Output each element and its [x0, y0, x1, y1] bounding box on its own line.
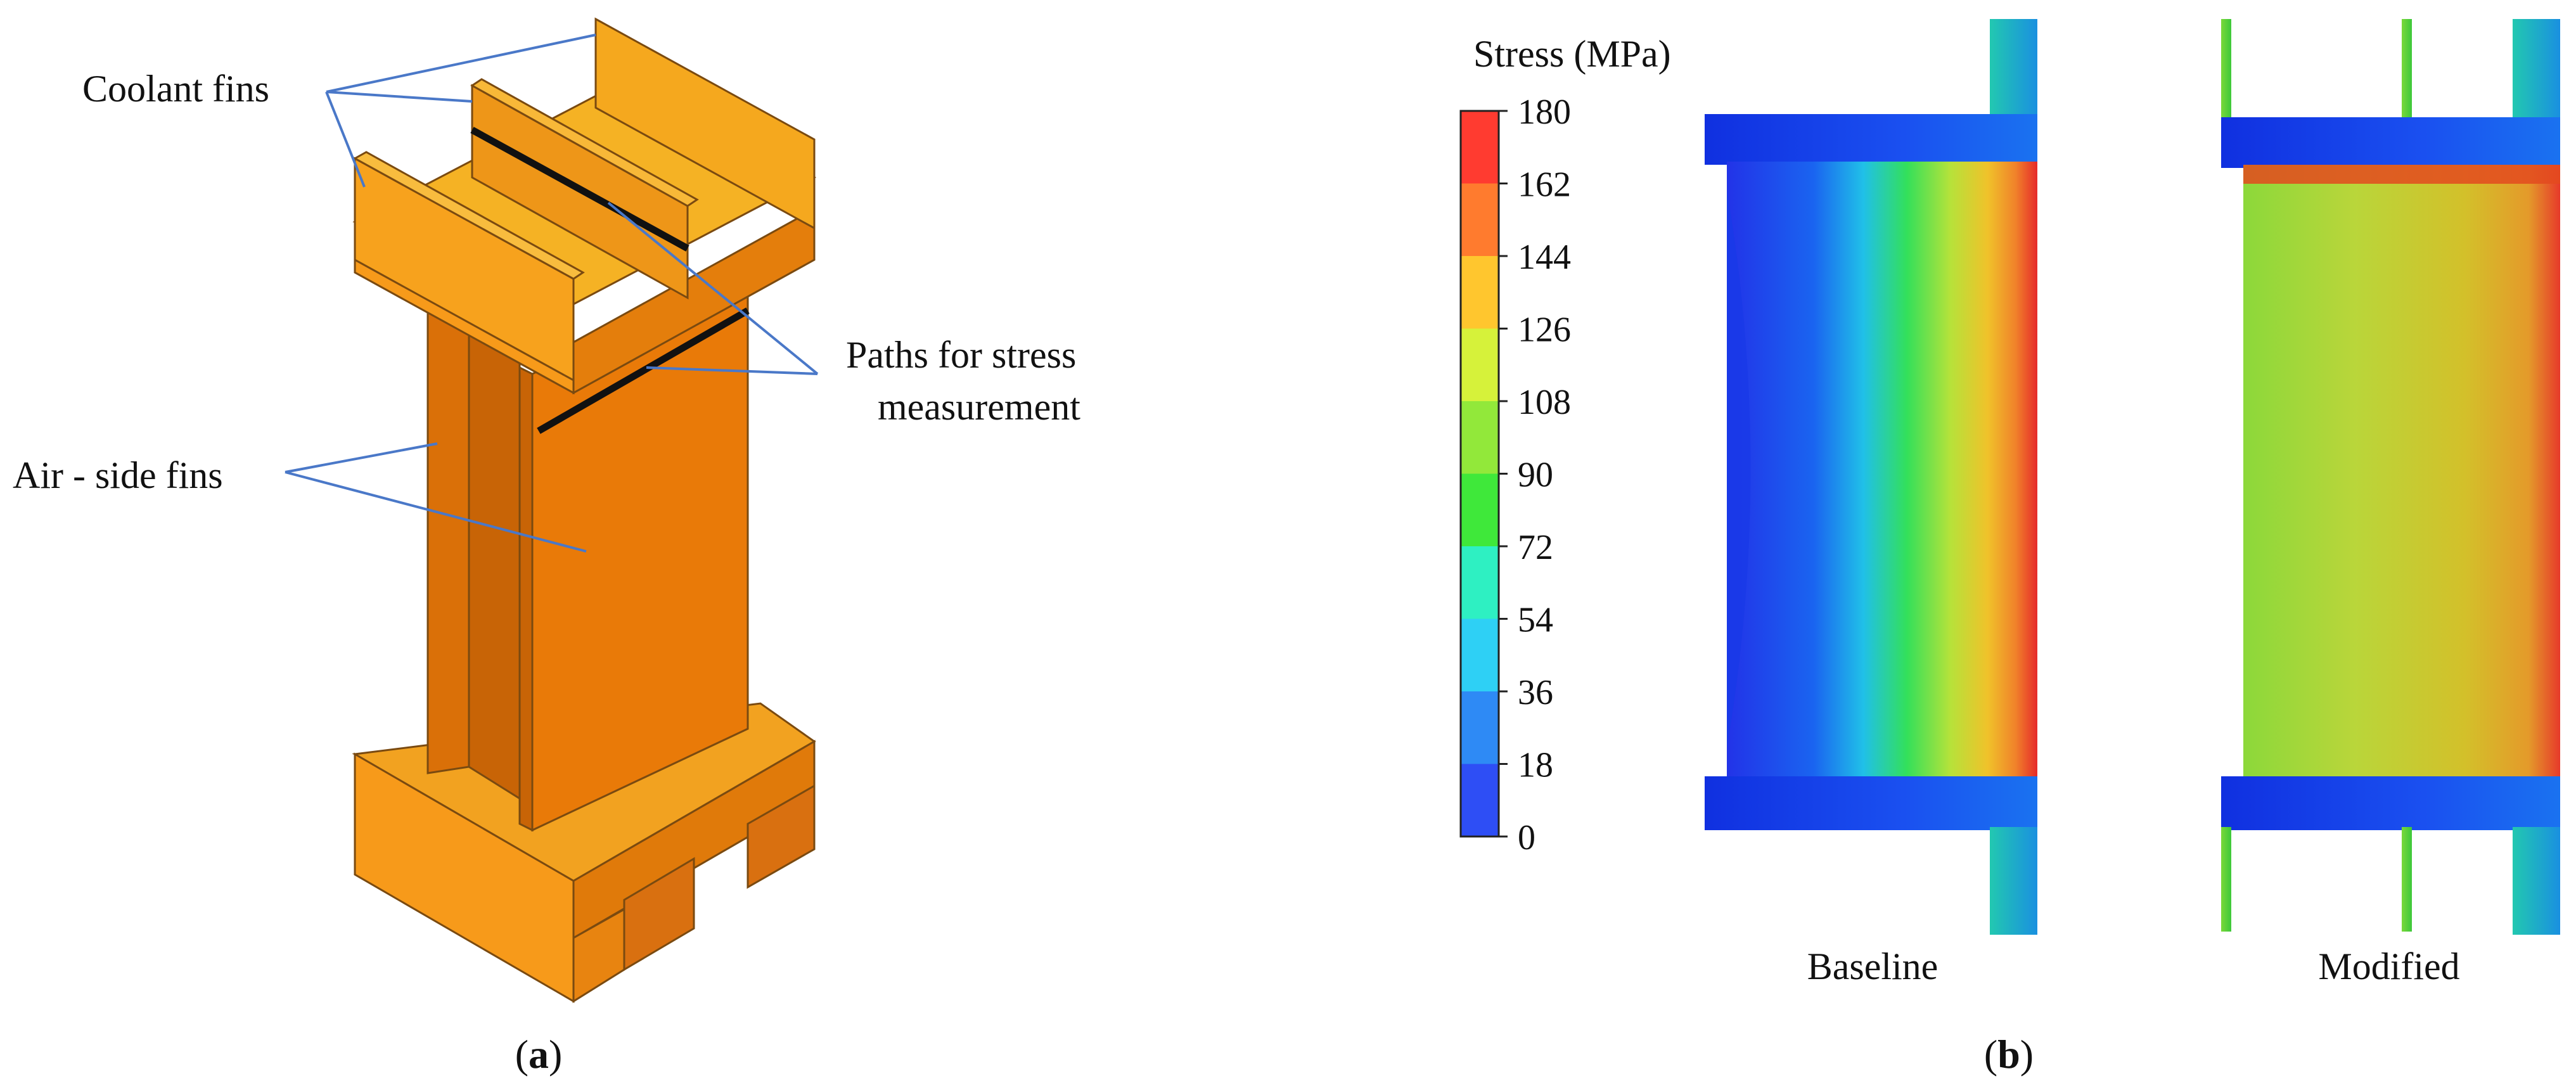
colorbar-band — [1461, 256, 1499, 329]
colorbar-tick-label: 90 — [1518, 456, 1553, 495]
modified-core — [2243, 165, 2560, 776]
colorbar-tick-label: 54 — [1518, 601, 1553, 640]
label-air-side-fins: Air - side fins — [13, 454, 223, 496]
modified-top-plate — [2221, 117, 2560, 168]
colorbar-tick-label: 180 — [1518, 93, 1571, 132]
colorbar-title: Stress (MPa) — [1473, 33, 1671, 75]
coolant-fin-back — [594, 17, 816, 230]
colorbar-tick-label: 108 — [1518, 383, 1571, 422]
modified-stem-right-top — [2513, 19, 2560, 127]
colorbar-tick-label: 18 — [1518, 746, 1553, 785]
modified-core-top-band — [2243, 165, 2560, 184]
bottom-fin-2 — [747, 784, 816, 889]
modified-stem-mid-top — [2402, 19, 2412, 120]
colorbar-band — [1461, 473, 1499, 547]
colorbar-tick-label: 126 — [1518, 311, 1571, 350]
label-coolant-fins: Coolant fins — [82, 68, 269, 110]
colorbar-band — [1461, 111, 1499, 184]
air-side-fin-front-edge — [518, 366, 534, 832]
coolant-fin-front-edge — [352, 151, 585, 280]
stress-path-line-2 — [537, 307, 750, 434]
baseline-bottom-plate — [1705, 776, 2037, 830]
contour-baseline — [1705, 19, 2037, 935]
bottom-block-front-lower — [572, 907, 625, 1003]
modified-bottom-plate — [2221, 776, 2560, 830]
caption-b: (b) — [1984, 1032, 2034, 1077]
colorbar-band — [1461, 691, 1499, 764]
colorbar-band — [1461, 546, 1499, 619]
label-modified: Modified — [2318, 946, 2459, 987]
baseline-stem-bottom — [1990, 827, 2037, 935]
modified-stem-left-bottom — [2221, 827, 2231, 932]
fin-model-3d — [285, 17, 819, 1003]
leader-lines — [285, 34, 819, 553]
air-side-fin-back-face — [426, 297, 470, 774]
air-side-fin-back-edge — [468, 295, 521, 800]
label-paths-line1: Paths for stress — [846, 334, 1076, 376]
colorbar-band — [1461, 401, 1499, 474]
colorbar-tick-label: 162 — [1518, 165, 1571, 205]
colorbar — [1461, 111, 1499, 837]
colorbar-band — [1461, 764, 1499, 837]
label-paths-line2: measurement — [878, 386, 1080, 428]
colorbar-tick-label: 36 — [1518, 673, 1553, 712]
caption-a: (a) — [515, 1032, 563, 1077]
modified-stem-left-top — [2221, 19, 2231, 120]
coolant-fin-middle-edge — [470, 78, 699, 207]
colorbar-tick-label: 0 — [1518, 818, 1535, 857]
baseline-core — [1727, 162, 2037, 776]
colorbar-tick-label: 72 — [1518, 528, 1553, 567]
baseline-stem-top — [1990, 19, 2037, 127]
stress-path-line-1 — [470, 127, 689, 252]
baseline-core-highlight — [1727, 190, 1751, 748]
baseline-top-plate — [1705, 114, 2037, 165]
colorbar-band — [1461, 328, 1499, 402]
colorbar-tick-label: 144 — [1518, 238, 1571, 277]
contour-modified — [2221, 19, 2560, 935]
modified-stem-right-bottom — [2513, 827, 2560, 935]
label-baseline: Baseline — [1807, 946, 1938, 987]
colorbar-band — [1461, 619, 1499, 692]
modified-stem-mid-bottom — [2402, 827, 2412, 932]
colorbar-band — [1461, 183, 1499, 257]
